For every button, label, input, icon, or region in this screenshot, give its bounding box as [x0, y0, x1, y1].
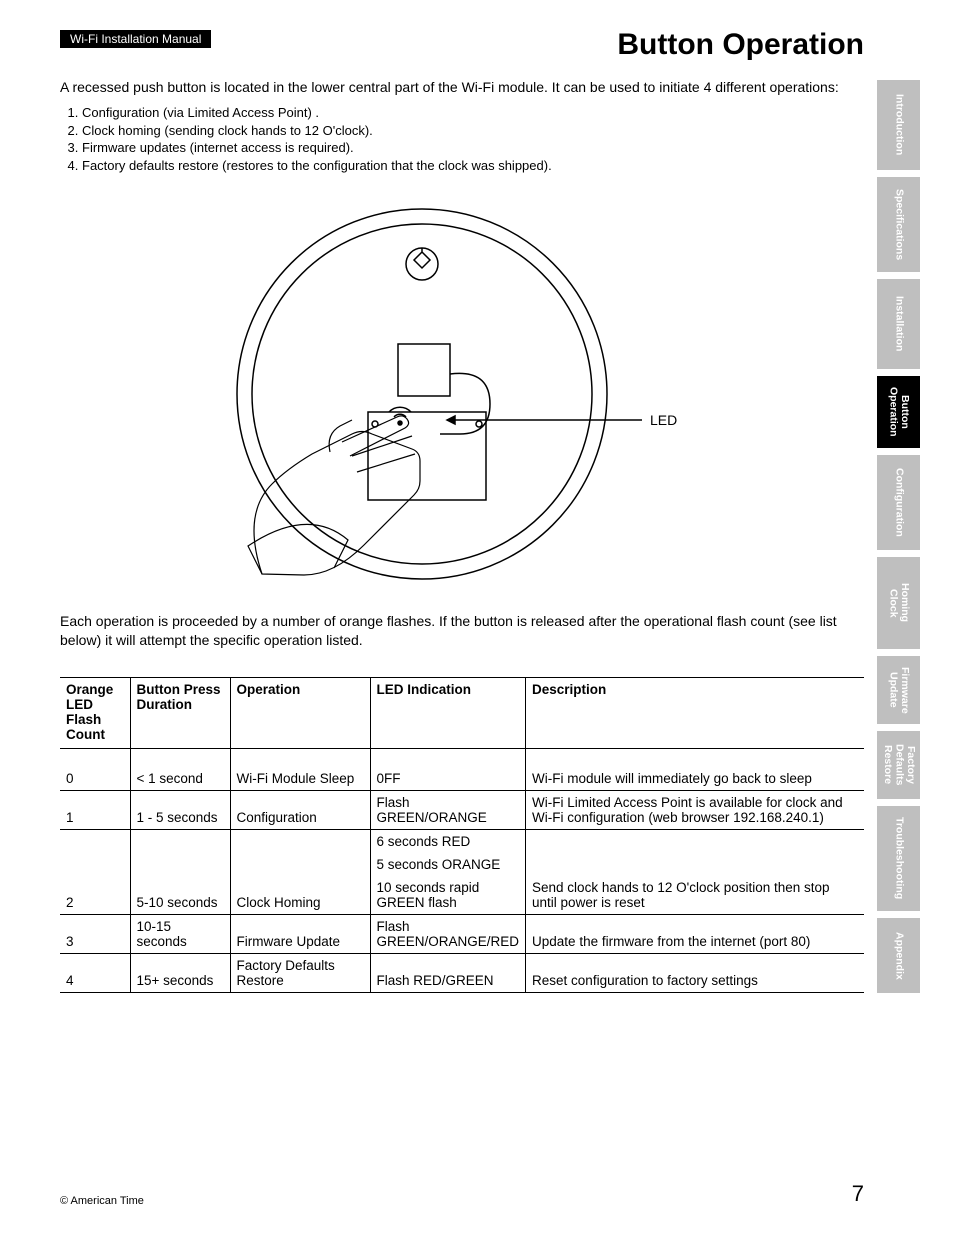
- table-cell: 15+ seconds: [130, 953, 230, 992]
- table-cell: Update the firmware from the internet (p…: [526, 914, 864, 953]
- page-title: Button Operation: [617, 28, 864, 62]
- table-cell: Clock Homing: [230, 829, 370, 914]
- table-cell: 0: [60, 748, 130, 790]
- table-cell: 1: [60, 790, 130, 829]
- table-row: 310-15 secondsFirmware UpdateFlash GREEN…: [60, 914, 864, 953]
- diagram-led-label: LED: [650, 412, 677, 428]
- table-cell: Reset configuration to factory settings: [526, 953, 864, 992]
- footer-copyright: © American Time: [60, 1195, 144, 1207]
- table-cell: Flash GREEN/ORANGE: [370, 790, 526, 829]
- table-cell: < 1 second: [130, 748, 230, 790]
- side-tab[interactable]: Installation: [877, 279, 920, 369]
- table-cell: Wi-Fi module will immediately go back to…: [526, 748, 864, 790]
- table-cell: Configuration: [230, 790, 370, 829]
- operations-table: Orange LED Flash CountButton Press Durat…: [60, 677, 864, 993]
- table-cell: 10-15 seconds: [130, 914, 230, 953]
- table-cell: Wi-Fi Module Sleep: [230, 748, 370, 790]
- operations-list-item: Configuration (via Limited Access Point)…: [82, 104, 864, 122]
- table-cell: Firmware Update: [230, 914, 370, 953]
- side-tab[interactable]: Homing Clock: [877, 557, 920, 649]
- table-cell: Flash GREEN/ORANGE/RED: [370, 914, 526, 953]
- operations-list-item: Firmware updates (internet access is req…: [82, 139, 864, 157]
- table-header: LED Indication: [370, 677, 526, 748]
- side-tab[interactable]: Button Operation: [877, 376, 920, 448]
- operations-list-item: Clock homing (sending clock hands to 12 …: [82, 122, 864, 140]
- side-tab[interactable]: Introduction: [877, 80, 920, 170]
- side-tab[interactable]: Factory Defaults Restore: [877, 731, 920, 799]
- table-cell: Send clock hands to 12 O'clock position …: [526, 829, 864, 914]
- side-tabs: Introduction Specifications Installation Bu…: [877, 80, 920, 993]
- side-tab[interactable]: Appendix: [877, 918, 920, 993]
- diagram: LED: [60, 194, 864, 594]
- table-cell: 2: [60, 829, 130, 914]
- table-cell: Wi-Fi Limited Access Point is available …: [526, 790, 864, 829]
- operations-list: Configuration (via Limited Access Point)…: [60, 104, 864, 174]
- table-header: Operation: [230, 677, 370, 748]
- side-tab[interactable]: Troubleshooting: [877, 806, 920, 911]
- table-cell: Flash RED/GREEN: [370, 953, 526, 992]
- intro-text: A recessed push button is located in the…: [60, 78, 864, 96]
- clock-diagram-svg: LED: [202, 194, 722, 594]
- table-row: 25-10 secondsClock Homing6 seconds RED5 …: [60, 829, 864, 914]
- table-row: 415+ secondsFactory Defaults RestoreFlas…: [60, 953, 864, 992]
- table-cell: 3: [60, 914, 130, 953]
- table-cell: 6 seconds RED5 seconds ORANGE10 seconds …: [370, 829, 526, 914]
- header-badge: Wi-Fi Installation Manual: [60, 30, 211, 48]
- table-row: 0< 1 secondWi-Fi Module Sleep0FFWi-Fi mo…: [60, 748, 864, 790]
- flash-paragraph: Each operation is proceeded by a number …: [60, 612, 864, 648]
- table-cell: Factory Defaults Restore: [230, 953, 370, 992]
- table-header: Orange LED Flash Count: [60, 677, 130, 748]
- table-header: Button Press Duration: [130, 677, 230, 748]
- side-tab[interactable]: Specifications: [877, 177, 920, 272]
- operations-list-item: Factory defaults restore (restores to th…: [82, 157, 864, 175]
- table-cell: 5-10 seconds: [130, 829, 230, 914]
- side-tab[interactable]: Configuration: [877, 455, 920, 550]
- table-cell: 1 - 5 seconds: [130, 790, 230, 829]
- table-cell: 0FF: [370, 748, 526, 790]
- table-row: 11 - 5 secondsConfigurationFlash GREEN/O…: [60, 790, 864, 829]
- table-cell: 4: [60, 953, 130, 992]
- table-header: Description: [526, 677, 864, 748]
- side-tab[interactable]: Firmware Update: [877, 656, 920, 724]
- page-number: 7: [852, 1181, 864, 1207]
